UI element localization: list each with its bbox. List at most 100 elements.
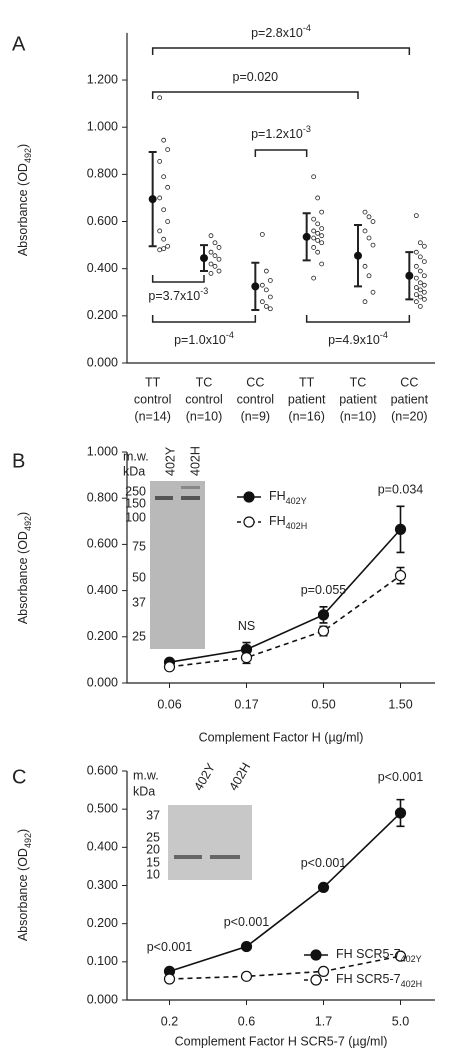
mean-marker <box>148 195 157 204</box>
gel-lane-label: 402H <box>188 446 202 476</box>
y-axis-label: Absorbance (OD492) <box>16 829 33 941</box>
y-tick-label: 0.200 <box>87 308 118 322</box>
y-tick-label: 0.100 <box>87 954 118 968</box>
annotation: p=0.055 <box>301 583 347 597</box>
data-point <box>319 226 325 231</box>
annotation-part: p=1.2x10 <box>251 127 303 141</box>
legend-entry: FH SCR5-7402Y <box>336 947 422 964</box>
y-axis-label-part: Absorbance (OD <box>16 848 30 941</box>
y-tick-label: 1.200 <box>87 72 118 86</box>
gel-band <box>155 496 173 500</box>
gel-band <box>181 486 200 489</box>
data-point <box>240 940 253 953</box>
data-point <box>311 216 317 222</box>
data-point <box>366 235 372 241</box>
annotation: p=0.020 <box>233 70 279 84</box>
gel-marker-label: 250 <box>125 484 146 498</box>
series-line <box>169 955 401 980</box>
x-axis-label: Complement Factor H (µg/ml) <box>199 730 364 744</box>
mean-marker <box>302 232 311 241</box>
panel-letter: B <box>12 450 25 472</box>
x-tick-label: 0.50 <box>311 697 335 711</box>
significance-bracket <box>305 315 411 323</box>
data-point <box>317 965 330 977</box>
data-point <box>366 273 372 279</box>
data-point <box>394 569 407 582</box>
x-tick-label: 0.17 <box>234 697 258 711</box>
annotation: p<0.001 <box>224 915 270 929</box>
data-point <box>362 209 368 215</box>
x-tick-label: (n=16) <box>288 409 324 423</box>
x-tick-label: patient <box>391 392 429 406</box>
y-axis-label-part: 492 <box>23 516 33 531</box>
x-tick-label: TC <box>196 375 213 389</box>
gel-marker-label: 15 <box>146 855 160 869</box>
data-point <box>259 299 265 305</box>
data-point <box>263 268 269 274</box>
gel-lane-label: 402Y <box>163 446 177 476</box>
data-point <box>157 95 163 101</box>
data-point <box>417 287 423 293</box>
data-point <box>165 147 171 153</box>
data-point <box>319 240 325 246</box>
data-point <box>417 304 423 309</box>
data-point <box>421 289 427 295</box>
data-point <box>394 523 407 535</box>
data-point <box>267 294 273 300</box>
data-point <box>263 304 269 309</box>
data-point <box>311 245 317 250</box>
x-tick-label: 0.06 <box>157 697 181 711</box>
data-point <box>362 299 368 305</box>
data-point <box>161 236 167 242</box>
data-point <box>370 219 376 224</box>
legend-marker <box>243 491 255 503</box>
data-point <box>317 881 330 894</box>
annotation: p=0.034 <box>378 483 424 497</box>
data-point <box>421 296 427 302</box>
mean-marker <box>200 254 208 263</box>
gel-band <box>174 855 202 859</box>
data-point <box>317 609 330 621</box>
legend-entry: FH402H <box>269 514 307 531</box>
annotation-part: -3 <box>303 124 311 134</box>
data-point <box>394 950 407 962</box>
data-point <box>267 306 273 312</box>
gel-lane-label: 402H <box>226 760 253 793</box>
annotation: p=4.9x10-4 <box>328 330 388 347</box>
data-point <box>157 195 163 201</box>
data-point <box>163 661 176 673</box>
data-point <box>311 174 317 180</box>
data-point <box>208 261 214 267</box>
gel-image <box>168 805 252 880</box>
legend-entry-part: FH SCR5-7 <box>336 972 401 986</box>
y-tick-label: 1.000 <box>87 119 118 133</box>
data-point <box>315 230 321 236</box>
data-point <box>315 249 321 255</box>
data-point <box>362 228 368 234</box>
data-point <box>417 280 423 286</box>
significance-bracket <box>151 47 411 55</box>
annotation-part: p=4.9x10 <box>328 333 380 347</box>
y-axis-label-part: Absorbance (OD <box>16 531 30 624</box>
data-point <box>421 273 427 279</box>
x-tick-label: patient <box>288 392 326 406</box>
annotation: p<0.001 <box>378 770 424 784</box>
gel-marker-label: 20 <box>146 842 160 856</box>
data-point <box>212 240 218 246</box>
x-tick-label: TT <box>145 375 161 389</box>
data-point <box>366 214 372 220</box>
data-point <box>267 278 273 283</box>
data-point <box>413 292 419 298</box>
y-axis-label-part: Absorbance (OD <box>16 163 30 256</box>
data-point <box>240 651 253 664</box>
y-tick-label: 0.400 <box>87 583 118 597</box>
data-point <box>165 184 171 190</box>
data-point <box>157 158 163 164</box>
y-tick-label: 0.200 <box>87 916 118 930</box>
data-point <box>413 285 419 290</box>
mean-marker <box>354 251 362 260</box>
data-point <box>216 245 222 250</box>
data-point <box>417 240 423 246</box>
gel-header: m.w. <box>123 449 149 463</box>
